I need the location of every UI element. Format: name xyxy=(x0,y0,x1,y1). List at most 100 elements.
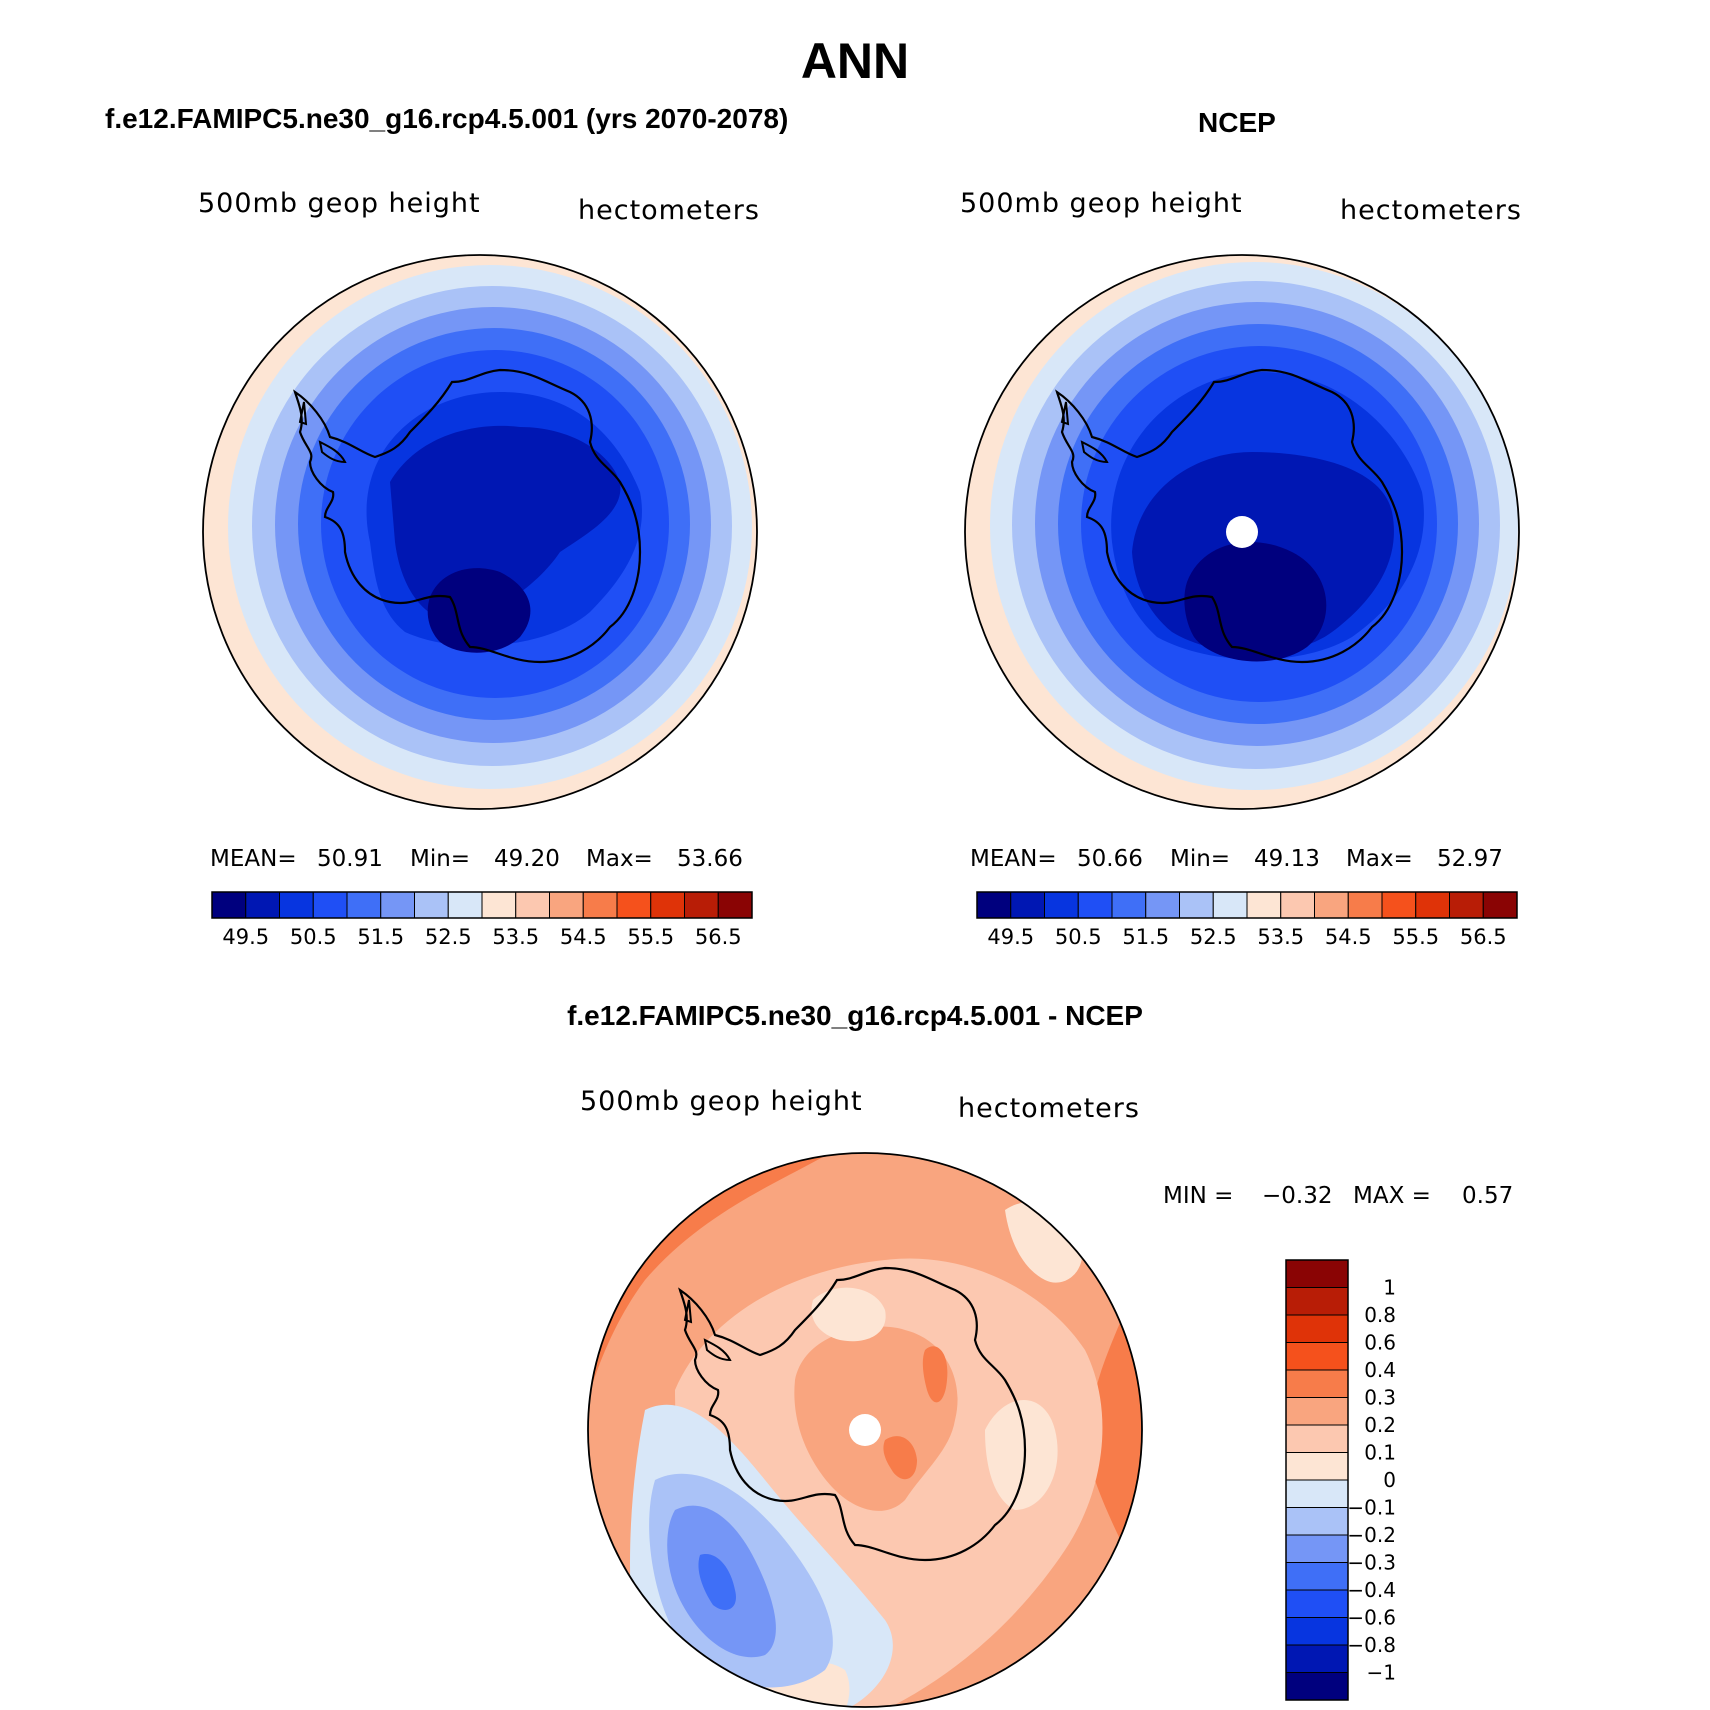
panel2-units-label: hectometers xyxy=(1340,195,1522,226)
panel2-colorbar-tick-label: 53.5 xyxy=(1257,925,1304,949)
panel1-colorbar-box-13 xyxy=(650,891,685,919)
panel3-colorbar-tick-label: −0.2 xyxy=(1347,1523,1396,1547)
panel2-colorbar-box-6 xyxy=(1179,891,1214,919)
panel2-colorbar-box-13 xyxy=(1415,891,1450,919)
panel2-colorbar-box-2 xyxy=(1044,891,1079,919)
panel3-colorbar-box-6 xyxy=(1285,1424,1349,1453)
panel3-pole-missing-data xyxy=(849,1414,881,1446)
panel2-colorbar-box-5 xyxy=(1145,891,1180,919)
panel1-colorbar-box-7 xyxy=(447,891,483,919)
panel2-colorbar-box-3 xyxy=(1077,891,1113,919)
panel1-colorbar-tick-label: 56.5 xyxy=(695,925,742,949)
panel2-polar-map xyxy=(964,254,1520,810)
panel1-units-label: hectometers xyxy=(578,195,760,226)
panel1-mean-value: 50.91 xyxy=(317,846,383,872)
panel2-colorbar-box-12 xyxy=(1381,891,1417,919)
panel3-colorbar-box-14 xyxy=(1285,1644,1349,1673)
panel3-colorbar-box-8 xyxy=(1285,1479,1349,1508)
panel1-polar-map xyxy=(202,254,758,810)
panel3-colorbar: 1 0.8 0.6 0.4 0.3 0.2 0.1 0 −0.1 −0.2 −0.3 −0.4 −0.6… xyxy=(1285,1259,1396,1701)
panel3-colorbar-box-5 xyxy=(1285,1397,1349,1426)
panel2-antarctica-coastline xyxy=(1055,368,1404,664)
panel1-field-label: 500mb geop height xyxy=(198,188,481,219)
panel1-contour-fill xyxy=(203,255,757,809)
panel1-colorbar-box-8 xyxy=(481,891,517,919)
panel1-colorbar-box-1 xyxy=(245,891,280,919)
panel2-colorbar-box-8 xyxy=(1246,891,1282,919)
panel3-colorbar-box-0 xyxy=(1285,1259,1349,1288)
panel1-colorbar-box-0 xyxy=(211,891,247,919)
panel1-colorbar-box-11 xyxy=(582,891,618,919)
panel3-colorbar-tick-label: −0.8 xyxy=(1347,1633,1396,1657)
panel2-colorbar-tick-label: 55.5 xyxy=(1392,925,1439,949)
panel1-min-value: 49.20 xyxy=(494,846,560,872)
panel2-mean-value: 50.66 xyxy=(1077,846,1143,872)
panel2-min-label: Min= xyxy=(1170,846,1231,872)
panel1-colorbar-box-12 xyxy=(616,891,652,919)
panel3-colorbar-tick-label: 0.3 xyxy=(1364,1386,1396,1410)
panel3-units-label: hectometers xyxy=(958,1093,1140,1124)
panel3-colorbar-box-4 xyxy=(1285,1369,1349,1398)
panel2-colorbar-box-15 xyxy=(1482,891,1518,919)
panel1-colorbar-outline xyxy=(211,891,753,919)
panel3-colorbar-box-11 xyxy=(1285,1562,1349,1591)
panel2-colorbar-box-10 xyxy=(1314,891,1349,919)
panel1-colorbar-tick-label: 53.5 xyxy=(492,925,539,949)
panel2-pole-missing-data xyxy=(1226,516,1258,548)
panel3-colorbar-box-9 xyxy=(1285,1507,1349,1536)
panel3-colorbar-tick-label: 0.2 xyxy=(1364,1413,1396,1437)
panel3-colorbar-box-2 xyxy=(1285,1314,1349,1343)
panel2-colorbar-box-4 xyxy=(1111,891,1147,919)
panel2-colorbar-tick-label: 56.5 xyxy=(1460,925,1507,949)
panel1-title: f.e12.FAMIPC5.ne30_g16.rcp4.5.001 (yrs 2… xyxy=(105,103,789,134)
panel3-colorbar-tick-label: 0.1 xyxy=(1364,1441,1396,1465)
panel3-colorbar-box-10 xyxy=(1285,1534,1349,1563)
panel3-colorbar-tick-label: 1 xyxy=(1383,1276,1396,1300)
panel1-colorbar-box-5 xyxy=(380,891,415,919)
panel3-max-label: MAX = xyxy=(1353,1183,1431,1209)
panel2-colorbar-tick-label: 52.5 xyxy=(1190,925,1237,949)
panel3-antarctica-coastline xyxy=(678,1266,1027,1562)
panel3-colorbar-tick-label: 0 xyxy=(1383,1468,1396,1492)
panel1-colorbar-box-2 xyxy=(279,891,314,919)
panel3-colorbar-tick-label: −0.1 xyxy=(1347,1496,1396,1520)
panel2-map-border xyxy=(964,254,1520,810)
panel3-colorbar-box-12 xyxy=(1285,1589,1349,1618)
panel3-min-value: −0.32 xyxy=(1262,1183,1333,1209)
panel1-colorbar-tick-label: 50.5 xyxy=(290,925,337,949)
panel2-mean-label: MEAN= xyxy=(970,846,1057,872)
panel3-colorbar-box-1 xyxy=(1285,1287,1349,1316)
panel3-colorbar-box-3 xyxy=(1285,1342,1349,1371)
panel2-colorbar-tick-label: 49.5 xyxy=(987,925,1034,949)
panel3-colorbar-tick-label: 0.6 xyxy=(1364,1331,1396,1355)
panel3-colorbar-tick-label: −1 xyxy=(1367,1661,1396,1685)
figure-title: ANN xyxy=(800,33,910,89)
panel3-colorbar-box-13 xyxy=(1285,1617,1349,1646)
panel1-max-label: Max= xyxy=(586,846,653,872)
panel3-colorbar-tick-label: 0.8 xyxy=(1364,1303,1396,1327)
panel3-colorbar-tick-label: −0.4 xyxy=(1347,1578,1396,1602)
panel1-colorbar-tick-label: 55.5 xyxy=(627,925,674,949)
panel1-colorbar-box-6 xyxy=(414,891,449,919)
panel3-title: f.e12.FAMIPC5.ne30_g16.rcp4.5.001 - NCEP xyxy=(567,1000,1143,1031)
panel2-max-value: 52.97 xyxy=(1437,846,1503,872)
panel1-colorbar-tick-label: 54.5 xyxy=(560,925,607,949)
panel3-colorbar-tick-label: 0.4 xyxy=(1364,1358,1396,1382)
panel1-colorbar-box-4 xyxy=(346,891,382,919)
panel1-antarctica-coastline xyxy=(293,368,642,664)
panel2-colorbar-box-14 xyxy=(1449,891,1484,919)
panel2-colorbar-outline xyxy=(976,891,1518,919)
panel1-max-value: 53.66 xyxy=(677,846,743,872)
panel2-colorbar-box-0 xyxy=(976,891,1012,919)
panel2-colorbar: 49.5 50.5 51.5 52.5 53.5 54.5 55.5 56.5 xyxy=(976,891,1518,949)
panel2-title: NCEP xyxy=(1198,107,1276,138)
panel3-colorbar-outline xyxy=(1285,1259,1349,1701)
panel1-colorbar-box-3 xyxy=(312,891,348,919)
panel1-colorbar-tick-label: 49.5 xyxy=(222,925,269,949)
panel1-colorbar-box-14 xyxy=(684,891,719,919)
panel1-colorbar-tick-label: 51.5 xyxy=(357,925,404,949)
panel1-mean-label: MEAN= xyxy=(210,846,297,872)
panel3-peninsula-detail xyxy=(683,1299,732,1362)
panel2-peninsula-detail xyxy=(1060,401,1109,464)
panel1-min-label: Min= xyxy=(410,846,471,872)
